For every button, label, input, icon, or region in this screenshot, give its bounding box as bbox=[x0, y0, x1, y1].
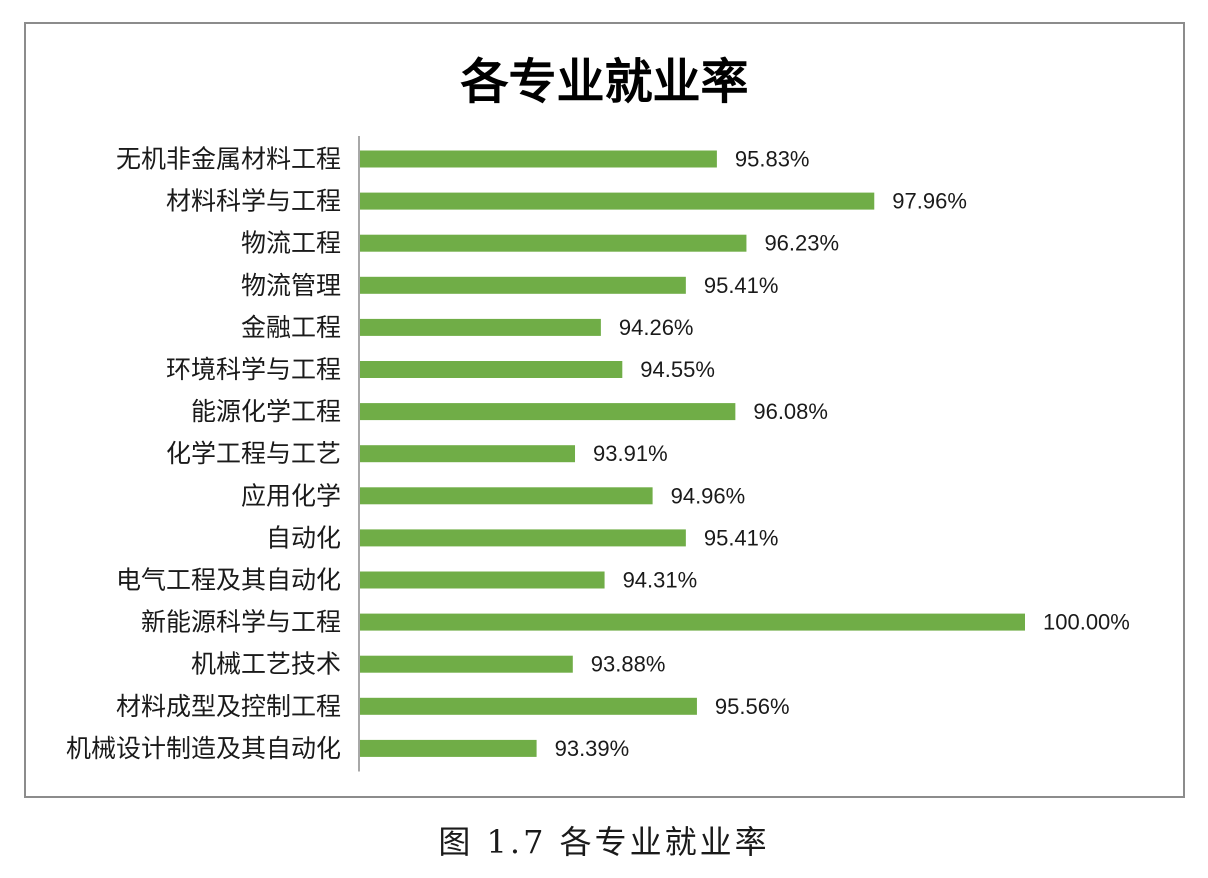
value-label: 97.96% bbox=[892, 189, 967, 214]
value-label: 93.39% bbox=[555, 736, 630, 761]
value-label: 94.26% bbox=[619, 315, 694, 340]
bar bbox=[360, 445, 576, 463]
bar bbox=[360, 150, 717, 168]
category-label: 环境科学与工程 bbox=[166, 355, 341, 384]
value-label: 100.00% bbox=[1043, 610, 1130, 635]
category-label: 能源化学工程 bbox=[191, 397, 341, 426]
value-label: 94.31% bbox=[623, 568, 698, 593]
category-label: 机械工艺技术 bbox=[191, 650, 341, 679]
value-label: 95.83% bbox=[735, 147, 810, 172]
value-label: 94.55% bbox=[640, 357, 715, 382]
bar bbox=[360, 571, 605, 589]
category-label: 材料成型及控制工程 bbox=[116, 692, 341, 721]
category-label: 金融工程 bbox=[241, 313, 341, 342]
category-label: 机械设计制造及其自动化 bbox=[66, 734, 341, 763]
value-label: 96.23% bbox=[764, 231, 839, 256]
bar bbox=[360, 403, 736, 421]
value-label: 93.88% bbox=[591, 652, 666, 677]
bar bbox=[360, 361, 623, 378]
category-label: 自动化 bbox=[266, 523, 341, 552]
category-label: 无机非金属材料工程 bbox=[116, 145, 341, 174]
bar bbox=[360, 655, 573, 673]
bar bbox=[360, 318, 601, 336]
bar bbox=[360, 739, 537, 757]
bar bbox=[360, 529, 686, 547]
value-label: 94.96% bbox=[671, 483, 746, 508]
bar bbox=[360, 234, 747, 252]
value-label: 95.41% bbox=[704, 273, 779, 298]
bar bbox=[360, 487, 653, 505]
bar bbox=[360, 276, 686, 294]
category-label: 应用化学 bbox=[241, 481, 341, 510]
chart-title: 各专业就业率 bbox=[460, 54, 749, 110]
category-label: 化学工程与工艺 bbox=[166, 439, 341, 468]
value-label: 95.41% bbox=[704, 525, 779, 550]
category-label: 新能源科学与工程 bbox=[141, 608, 341, 637]
category-label: 物流工程 bbox=[241, 229, 341, 258]
category-label: 物流管理 bbox=[241, 271, 341, 300]
value-label: 93.91% bbox=[593, 441, 668, 466]
category-label: 材料科学与工程 bbox=[166, 187, 341, 216]
category-label: 电气工程及其自动化 bbox=[116, 566, 341, 595]
bar bbox=[360, 697, 697, 715]
figure-caption: 图 1.7 各专业就业率 bbox=[438, 823, 770, 861]
bar bbox=[360, 613, 1025, 631]
bar bbox=[360, 192, 875, 210]
value-label: 95.56% bbox=[715, 694, 790, 719]
value-label: 96.08% bbox=[753, 399, 828, 424]
